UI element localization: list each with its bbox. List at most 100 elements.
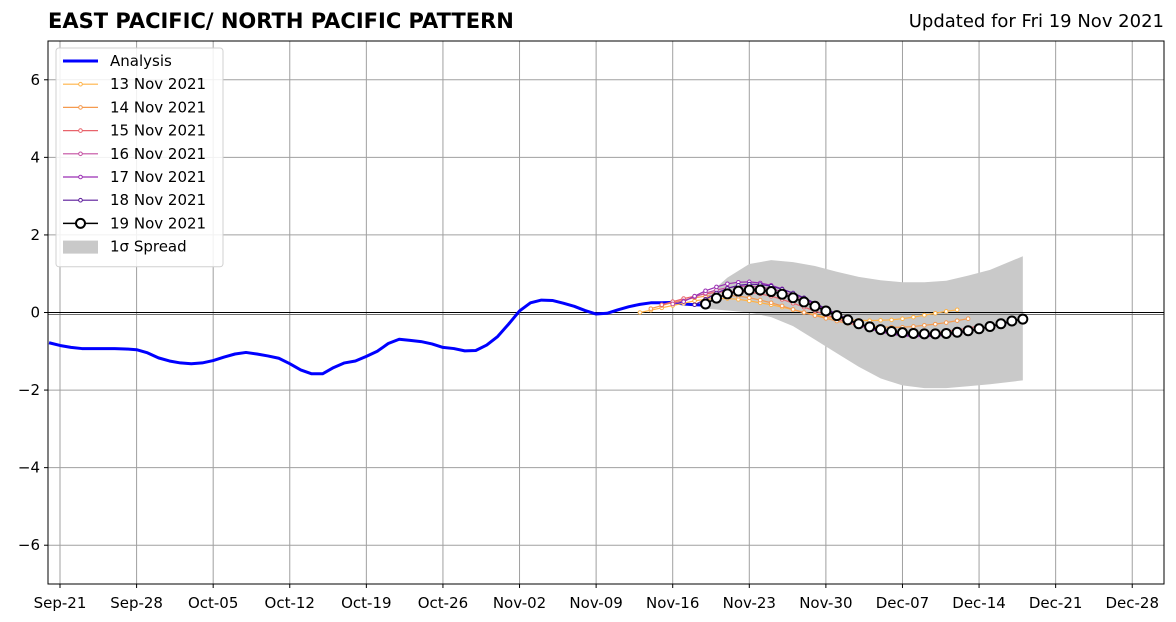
- legend-label: 1σ Spread: [110, 238, 187, 256]
- forecast-point: [984, 320, 996, 332]
- x-tick-label: Dec-07: [876, 594, 930, 612]
- forecast-point: [1017, 313, 1029, 325]
- forecast-point: [692, 293, 697, 299]
- forecast-point: [798, 296, 810, 308]
- x-tick-label: Dec-28: [1105, 594, 1159, 612]
- forecast-point: [700, 298, 712, 310]
- legend-marker: [78, 81, 83, 87]
- x-tick-label: Nov-02: [493, 594, 546, 612]
- legend-item: 16 Nov 2021: [63, 145, 206, 163]
- forecast-point: [929, 328, 941, 340]
- legend-marker: [78, 197, 83, 203]
- x-tick-label: Oct-05: [188, 594, 238, 612]
- legend-label: 18 Nov 2021: [110, 191, 206, 209]
- forecast-point: [637, 310, 643, 315]
- forecast-point: [779, 303, 785, 309]
- forecast-point: [907, 327, 919, 339]
- forecast-point: [754, 284, 766, 296]
- forecast-point: [743, 284, 755, 296]
- forecast-point: [932, 321, 938, 327]
- forecast-point: [725, 281, 730, 287]
- forecast-point: [820, 305, 832, 317]
- forecast-point: [889, 317, 894, 323]
- forecast-point: [659, 302, 665, 308]
- y-tick-label: 2: [30, 226, 40, 244]
- legend-marker: [78, 128, 83, 133]
- forecast-point: [831, 310, 843, 322]
- y-tick-label: 6: [30, 71, 40, 89]
- legend-label: 19 Nov 2021: [110, 214, 206, 232]
- x-tick-label: Oct-19: [341, 594, 391, 612]
- y-tick-label: 4: [30, 148, 40, 166]
- forecast-point: [768, 300, 774, 306]
- forecast-point: [943, 320, 949, 325]
- forecast-point: [765, 286, 777, 298]
- series-layer: [48, 279, 1029, 376]
- forecast-point: [809, 300, 821, 312]
- spread-layer: [705, 256, 1023, 389]
- forecast-point: [1006, 315, 1018, 327]
- x-tick-label: Nov-23: [723, 594, 776, 612]
- forecast-point: [962, 325, 974, 337]
- legend-marker: [75, 217, 86, 229]
- forecast-point: [951, 326, 963, 338]
- forecast-point: [943, 309, 949, 314]
- legend-item: 19 Nov 2021: [63, 214, 206, 232]
- legend-marker: [78, 174, 83, 180]
- forecast-point: [710, 292, 722, 304]
- forecast-point: [965, 316, 971, 322]
- x-tick-label: Oct-26: [418, 594, 468, 612]
- legend-item: 18 Nov 2021: [63, 191, 206, 209]
- x-tick-label: Dec-14: [952, 594, 1006, 612]
- forecast-point: [954, 318, 960, 323]
- forecast-point: [922, 322, 927, 328]
- forecast-point: [790, 307, 796, 312]
- legend-box: [55, 47, 224, 268]
- forecast-point: [940, 327, 952, 339]
- y-tick-label: 0: [30, 304, 40, 322]
- y-tick-label: −2: [18, 381, 40, 399]
- legend-item: 15 Nov 2021: [63, 122, 206, 140]
- forecast-point: [746, 295, 752, 301]
- forecast-point: [995, 318, 1007, 330]
- forecast-point: [670, 301, 676, 307]
- x-tick-label: Oct-12: [265, 594, 315, 612]
- forecast-point: [973, 323, 985, 335]
- forecast-point: [714, 284, 719, 290]
- forecast-point: [812, 313, 818, 318]
- legend-marker: [78, 105, 83, 110]
- chart-title: EAST PACIFIC/ NORTH PACIFIC PATTERN: [48, 9, 514, 33]
- forecast-point: [954, 307, 960, 313]
- forecast-point: [801, 310, 807, 315]
- forecast-point: [896, 327, 908, 339]
- forecast-point: [681, 299, 686, 304]
- y-tick-label: −6: [18, 536, 40, 554]
- forecast-point: [911, 324, 916, 329]
- forecast-point: [911, 314, 916, 320]
- spread-band: [705, 256, 1023, 389]
- legend-item: 1σ Spread: [63, 238, 187, 256]
- legend-marker: [78, 151, 83, 157]
- forecast-point: [918, 328, 930, 340]
- forecast-point: [922, 312, 927, 318]
- forecast-point: [900, 316, 905, 322]
- forecast-point: [776, 288, 788, 300]
- legend: Analysis 13 Nov 2021 14 Nov 2021 15 Nov 202…: [55, 47, 224, 268]
- forecast-series: [700, 284, 1029, 340]
- legend-label: 16 Nov 2021: [110, 145, 206, 163]
- x-tick-label: Dec-21: [1029, 594, 1083, 612]
- legend-item: 14 Nov 2021: [63, 98, 206, 116]
- forecast-point: [692, 302, 697, 308]
- forecast-point: [703, 288, 708, 294]
- forecast-point: [886, 326, 898, 338]
- chart-subtitle: Updated for Fri 19 Nov 2021: [908, 11, 1164, 32]
- axis-labels: Sep-21 Sep-28 Oct-05 Oct-12 Oct-19 Oct-26 Nov-…: [18, 71, 1159, 612]
- legend-item: 17 Nov 2021: [63, 168, 206, 186]
- forecast-point: [864, 321, 876, 333]
- forecast-point: [721, 288, 733, 300]
- forecast-point: [932, 310, 938, 316]
- x-tick-label: Nov-09: [569, 594, 622, 612]
- x-tick-label: Nov-30: [799, 594, 852, 612]
- forecast-point: [648, 306, 654, 311]
